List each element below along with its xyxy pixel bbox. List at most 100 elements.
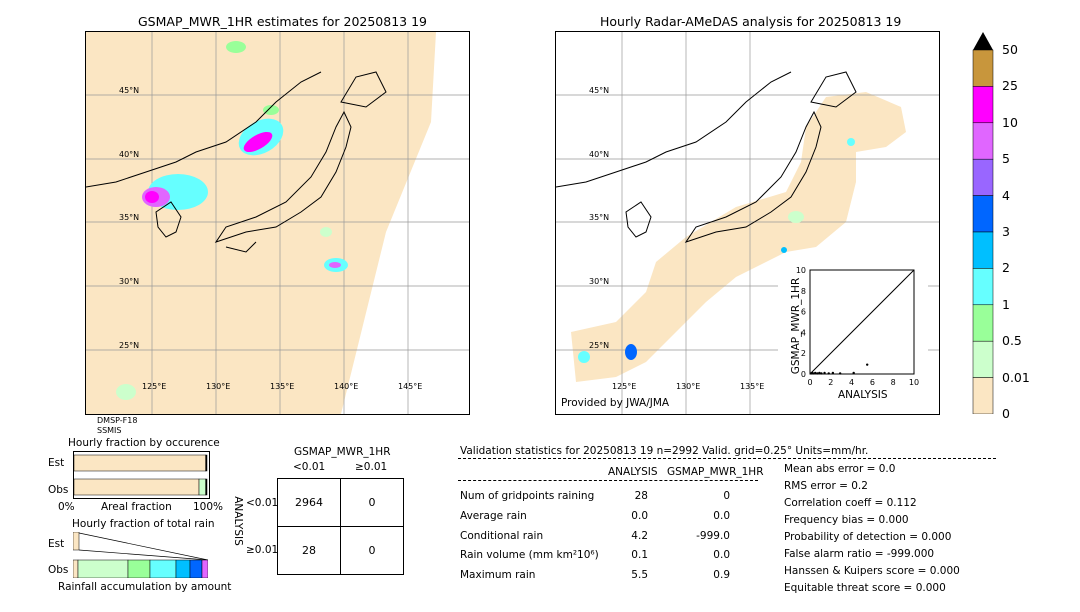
scatter-point [820,372,823,375]
right-lat-label-40: 40°N [589,150,610,159]
colorbar-swatch [972,340,994,378]
validation-row-label: Num of gridpoints raining [460,490,595,502]
total-rain-row-est: Est [48,538,65,550]
validation-divider [458,458,996,459]
contingency-cell: 0 [340,478,404,527]
scatter-point [811,372,815,375]
right-lat-label-45: 45°N [589,86,610,95]
occurrence-bar-segment [205,478,208,496]
contingency-table: 2964 0 28 0 [277,478,404,575]
left-lat-label-45: 45°N [119,86,140,95]
occurrence-axis-right: 100% [193,501,224,513]
occurrence-row-est: Est [48,457,65,469]
scatter-point [838,372,842,375]
left-lon-label-130: 130°E [206,382,231,391]
scatter-ytick: 10 [796,266,806,275]
score-hk: Hanssen & Kuipers score = 0.000 [784,565,960,577]
scatter-xtick: 8 [891,378,896,387]
colorbar-label: 10 [1002,114,1018,130]
right-lat-label-30: 30°N [589,277,610,286]
left-map [85,31,470,415]
contingency-cell: 28 [277,526,341,575]
colorbar-label: 5 [1002,151,1010,167]
left-lat-label-30: 30°N [119,277,140,286]
occurrence-bars [73,454,208,496]
colorbar-swatch [972,195,994,233]
colorbar-label: 0.5 [1002,333,1022,349]
occurrence-row-obs: Obs [48,484,69,496]
scatter-diagonal [809,269,915,375]
right-lat-label-25: 25°N [589,341,610,350]
validation-row-gsmap: 0.0 [713,549,730,561]
data-credit: Provided by JWA/JMA [561,397,670,409]
left-lat-label-25: 25°N [119,341,140,350]
occurrence-axis-left: 0% [58,501,75,513]
occurrence-bar-segment [198,478,206,496]
right-lon-label-125: 125°E [612,382,637,391]
total-rain-title: Hourly fraction of total rain [72,518,215,530]
left-map-coastline [86,71,387,253]
contingency-col-header-ge: ≥0.01 [355,461,388,473]
scatter-point [823,371,826,375]
validation-row-gsmap: 0.9 [713,569,730,581]
scatter-xtick: 0 [807,378,812,387]
scatter-point [852,371,855,375]
validation-row-analysis: 0.1 [631,549,648,561]
validation-row-label: Rain volume (mm km²10⁶) [460,549,599,561]
occurrence-chart [73,451,210,499]
colorbar-label: 3 [1002,224,1010,239]
validation-row-gsmap: 0.0 [713,510,730,522]
left-map-canvas [86,32,469,414]
right-lat-label-35: 35°N [589,213,610,222]
occurrence-bar-segment [205,454,208,472]
left-lat-label-35: 35°N [119,213,140,222]
left-map-title: GSMAP_MWR_1HR estimates for 20250813 19 [138,14,427,29]
colorbar-label: 1 [1002,296,1010,312]
scatter-plot: 00 2 2 4 4 6 6 8 8 10 10 [796,266,919,387]
colorbar-label: 25 [1002,78,1018,94]
colorbar-swatch [972,231,994,269]
contingency-cell: 2964 [277,478,341,527]
total-rain-chart [72,531,209,579]
left-lon-label-145: 145°E [398,382,423,391]
contingency-col-header-lt: <0.01 [293,461,326,473]
right-lon-label-135: 135°E [740,382,765,391]
left-map-rain [116,41,348,400]
validation-subdivider [458,480,758,481]
colorbar-swatch [972,158,994,196]
scatter-ytick: 4 [801,328,806,337]
satellite-note-line2: SSMIS [97,426,122,435]
colorbar-label: 0 [1002,406,1010,421]
scatter-xtick: 10 [909,378,919,387]
colorbar-label: 2 [1002,260,1010,276]
validation-col-analysis: ANALYSIS [608,466,658,478]
right-map-canvas [556,32,939,414]
total-rain-row-obs: Obs [48,564,69,576]
scatter-point [816,372,819,375]
validation-row-analysis: 0.0 [631,510,648,522]
scatter-xlabel: ANALYSIS [838,389,888,401]
score-mean-abs-error: Mean abs error = 0.0 [784,463,896,475]
validation-row-analysis: 28 [634,490,648,502]
score-rms-error: RMS error = 0.2 [784,480,868,492]
colorbar-swatch [972,377,994,415]
scatter-xtick: 2 [828,378,833,387]
validation-row-analysis: 4.2 [631,530,648,542]
score-frequency-bias: Frequency bias = 0.000 [784,514,909,526]
colorbar-swatch [972,304,994,342]
validation-row-gsmap: 0 [723,490,730,502]
radar-coverage [571,92,906,382]
scatter-point [866,363,869,366]
contingency-row-header-lt: <0.01 [246,497,279,509]
score-far: False alarm ratio = -999.000 [784,548,935,560]
total-rain-axis-label: Rainfall accumulation by amount [58,581,232,593]
right-map-title: Hourly Radar-AMeDAS analysis for 2025081… [600,14,902,29]
validation-row-gsmap: -999.0 [696,530,730,542]
satellite-note-line1: DMSP-F18 [97,416,138,425]
contingency-row-title: ANALYSIS [231,496,244,546]
occurrence-bar-segment [73,454,206,472]
colorbar-label: 50 [1002,42,1018,57]
contingency-cell: 0 [340,526,404,575]
validation-row-label: Average rain [460,510,527,522]
scatter-xtick: 4 [849,378,854,387]
